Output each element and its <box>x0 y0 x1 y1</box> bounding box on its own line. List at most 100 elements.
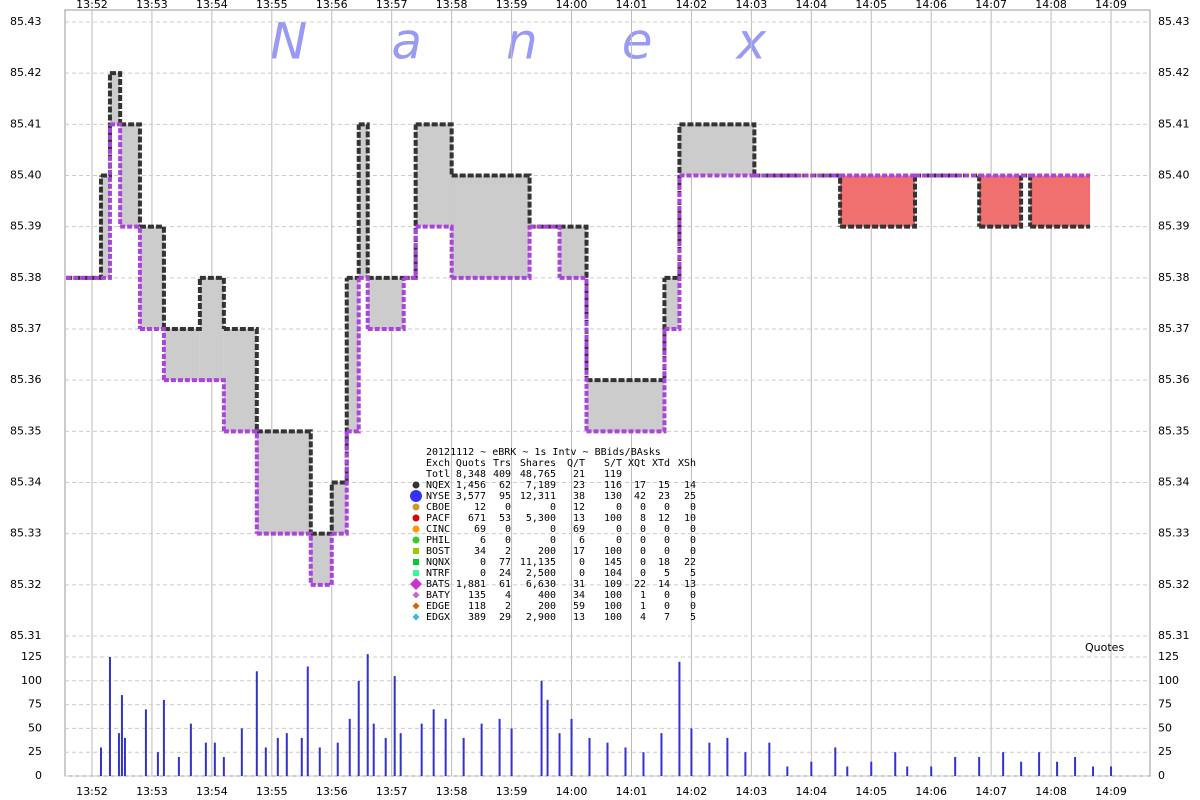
y-tick-label: 85.32 <box>1158 578 1190 591</box>
x-tick-label: 14:05 <box>855 785 887 798</box>
x-tick-label: 14:04 <box>795 0 827 11</box>
table-cell: CINC <box>426 524 450 535</box>
spread <box>120 124 140 227</box>
table-cell: 8 <box>640 513 646 524</box>
table-cell: 95 <box>499 491 511 502</box>
table-cell: CBOE <box>426 502 450 513</box>
volume-tick-label: 75 <box>28 698 42 711</box>
x-tick-label: 14:09 <box>1095 0 1127 11</box>
table-cell: 8,348 <box>456 469 486 480</box>
table-cell: 69 <box>474 524 486 535</box>
x-tick-label: 13:52 <box>76 0 108 11</box>
volume-bar <box>606 742 609 776</box>
x-tick-label: 14:01 <box>616 0 648 11</box>
table-cell: 62 <box>499 480 511 491</box>
volume-bar <box>810 761 813 776</box>
table-cell: 0 <box>640 546 646 557</box>
table-cell: 6 <box>579 535 585 546</box>
row-marker <box>413 548 419 554</box>
table-cell: 29 <box>499 612 511 623</box>
table-cell: 130 <box>604 491 622 502</box>
table-cell: 0 <box>664 546 670 557</box>
table-cell: 77 <box>499 557 511 568</box>
volume-bar <box>480 723 483 776</box>
table-cell: 0 <box>616 502 622 513</box>
volume-bar <box>444 718 447 776</box>
volume-bar <box>678 661 681 776</box>
table-cell: 118 <box>468 601 486 612</box>
y-tick-label: 85.36 <box>10 373 42 386</box>
volume-bar <box>786 766 789 776</box>
volume-bar <box>690 728 693 776</box>
y-tick-label: 85.42 <box>10 66 42 79</box>
row-marker <box>412 481 420 489</box>
table-cell: 100 <box>604 546 622 557</box>
watermark-text: Nanex <box>270 13 850 71</box>
y-tick-label: 85.40 <box>1158 169 1190 182</box>
volume-tick-label: 75 <box>1158 698 1172 711</box>
volume-bar <box>336 742 339 776</box>
x-tick-label: 13:57 <box>376 785 408 798</box>
x-tick-label: 13:58 <box>436 785 468 798</box>
table-cell: 0 <box>690 601 696 612</box>
table-cell: 5 <box>690 612 696 623</box>
table-cell: 2 <box>505 546 511 557</box>
volume-bar <box>642 752 645 776</box>
volume-bar <box>1056 761 1059 776</box>
table-cell: NQEX <box>426 480 450 491</box>
crossed-spread <box>1030 175 1091 227</box>
spread <box>664 277 680 329</box>
x-tick-label: 13:54 <box>196 785 228 798</box>
volume-tick-label: 125 <box>1158 650 1179 663</box>
volume-bar <box>357 680 360 776</box>
x-tick-label: 13:56 <box>316 785 348 798</box>
volume-bar <box>1110 766 1113 776</box>
table-cell: 0 <box>640 535 646 546</box>
table-cell: 0 <box>550 535 556 546</box>
table-cell: 0 <box>690 524 696 535</box>
volume-bar <box>285 733 288 776</box>
y-tick-label: 85.34 <box>1158 476 1190 489</box>
x-tick-label: 14:01 <box>616 785 648 798</box>
volume-bar <box>558 733 561 776</box>
table-cell: BATS <box>426 579 450 590</box>
spread <box>223 329 257 432</box>
table-header: S/T <box>604 458 622 469</box>
table-cell: 61 <box>499 579 511 590</box>
table-cell: 0 <box>664 502 670 513</box>
table-header: XTd <box>652 458 670 469</box>
bid-line <box>66 122 1091 587</box>
table-cell: 0 <box>640 557 646 568</box>
x-tick-label: 13:56 <box>316 0 348 11</box>
table-cell: 17 <box>634 480 646 491</box>
y-tick-label: 85.31 <box>1158 629 1190 642</box>
row-marker <box>412 602 420 610</box>
table-cell: 7 <box>664 612 670 623</box>
table-cell: PACF <box>426 513 450 524</box>
volume-bar <box>1092 766 1095 776</box>
table-cell: 21 <box>573 469 585 480</box>
volume-bar <box>384 737 387 776</box>
table-cell: 0 <box>640 568 646 579</box>
x-tick-label: 13:55 <box>256 0 288 11</box>
spread <box>256 431 311 534</box>
table-cell: 116 <box>604 480 622 491</box>
table-cell: 23 <box>573 480 585 491</box>
table-cell: 100 <box>604 601 622 612</box>
table-cell: 17 <box>573 546 585 557</box>
volume-tick-label: 50 <box>1158 721 1172 734</box>
table-cell: 42 <box>634 491 646 502</box>
y-tick-label: 85.32 <box>10 578 42 591</box>
volume-bar <box>156 752 159 776</box>
volume-bar <box>162 699 165 776</box>
table-cell: 0 <box>579 557 585 568</box>
table-cell: 1 <box>640 601 646 612</box>
table-cell: 59 <box>573 601 585 612</box>
volume-bar <box>222 756 225 776</box>
volume-tick-label: 0 <box>1158 769 1165 782</box>
volume-tick-label: 125 <box>21 650 42 663</box>
table-cell: 5,300 <box>526 513 556 524</box>
table-header: Exch <box>426 458 450 469</box>
x-tick-label: 14:00 <box>556 785 588 798</box>
table-title: 20121112 ~ eBRK ~ 1s Intv ~ BBids/BAsks <box>426 447 661 458</box>
